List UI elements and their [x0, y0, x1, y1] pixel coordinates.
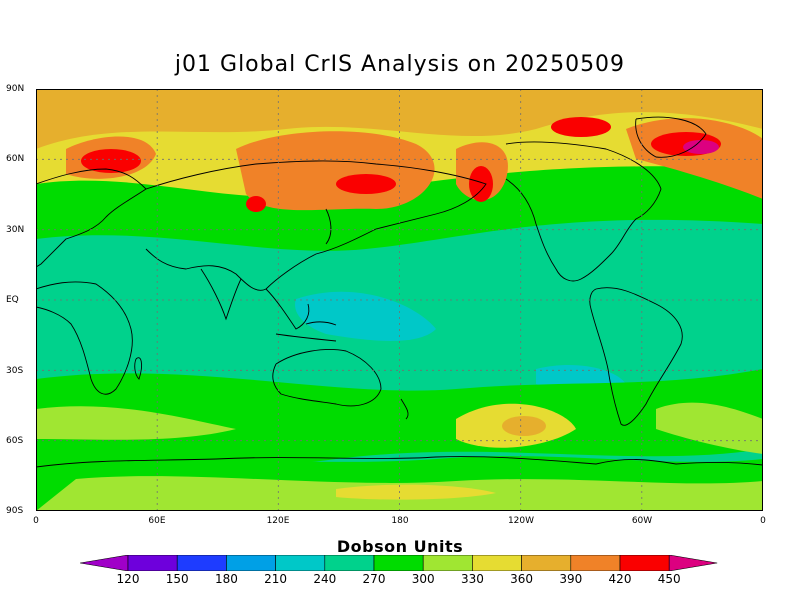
field-max-europe	[81, 149, 141, 173]
colorbar-segment	[226, 554, 276, 572]
field-band-south-midhigh	[36, 406, 236, 440]
colorbar-tick-label: 120	[116, 572, 140, 586]
field-max-arctic	[551, 117, 611, 137]
coastline-india	[200, 268, 242, 321]
lon-label: 60E	[148, 516, 166, 526]
colorbar-min-arrow	[79, 554, 129, 572]
coastlines	[35, 116, 764, 468]
field-max-south-pacific	[502, 416, 546, 436]
field-antarctic-yellow	[336, 484, 496, 500]
colorbar-segment	[275, 554, 326, 572]
field-max-pacific	[469, 166, 493, 202]
coastline-greenland	[635, 116, 707, 158]
lon-label: 120W	[507, 516, 535, 526]
coastline-south-america	[589, 287, 683, 426]
colorbar-tick-label: 270	[362, 572, 386, 586]
colorbar-segment	[472, 554, 522, 572]
colorbar-segment	[373, 554, 424, 572]
colorbar-segment	[324, 554, 375, 572]
coastline-north-america	[505, 141, 662, 282]
chart-title: j01 Global CrIS Analysis on 20250509	[174, 52, 626, 77]
colorbar-tick-label: 330	[460, 572, 484, 586]
colorbar-tick-label: 450	[657, 572, 681, 586]
lat-label: 30N	[6, 225, 25, 235]
coastline-new-zealand	[400, 398, 409, 420]
field-max-asia	[336, 174, 396, 194]
coastline-antarctica	[35, 456, 764, 468]
lon-label: 0	[33, 516, 39, 526]
coastline-africa	[35, 281, 133, 395]
colorbar	[79, 554, 720, 575]
colorbar-tick-label: 300	[411, 572, 435, 586]
lat-label: 60S	[6, 436, 24, 446]
field-max-asia-west	[246, 196, 266, 212]
colorbar-max-arrow	[668, 554, 718, 572]
colorbar-segment	[176, 554, 227, 572]
colorbar-tick-label: 240	[313, 572, 337, 586]
colorbar-tick-label: 390	[559, 572, 583, 586]
lon-label: 120E	[266, 516, 290, 526]
lat-label: 30S	[6, 366, 24, 376]
ozone-map	[35, 89, 764, 511]
colorbar-tick-label: 420	[608, 572, 632, 586]
colorbar-segment	[619, 554, 670, 572]
lat-label: 60N	[6, 154, 25, 164]
colorbar-tick-label: 210	[264, 572, 288, 586]
coastline-indonesia	[275, 321, 337, 342]
graticule	[36, 89, 763, 511]
field-patch-south-atlantic	[656, 402, 763, 454]
colorbar-tick-label: 360	[510, 572, 534, 586]
colorbar-tick-label: 150	[165, 572, 189, 586]
colorbar-segment	[127, 554, 178, 572]
lon-label: 0	[760, 516, 766, 526]
coastline-madagascar	[134, 357, 143, 380]
coastline-japan	[325, 208, 332, 245]
field-peak-greenland	[683, 140, 719, 154]
lon-label: 180	[391, 516, 409, 526]
map-border	[36, 89, 763, 511]
lat-label: EQ	[6, 295, 19, 305]
coastline-australia	[272, 349, 382, 407]
lat-label: 90S	[6, 506, 24, 516]
field-patch-asia-orange	[236, 131, 435, 211]
colorbar-segment	[521, 554, 572, 572]
colorbar-segment	[422, 554, 473, 572]
field-tropical-min	[295, 291, 436, 341]
coastline-southeast-asia	[265, 288, 310, 330]
coastline-europe-africa	[35, 168, 147, 268]
lon-label: 60W	[631, 516, 653, 526]
colorbar-title: Dobson Units	[336, 537, 464, 556]
lat-label: 90N	[6, 84, 25, 94]
colorbar-segment	[570, 554, 621, 572]
coastline-asia	[145, 160, 487, 291]
colorbar-tick-label: 180	[214, 572, 238, 586]
